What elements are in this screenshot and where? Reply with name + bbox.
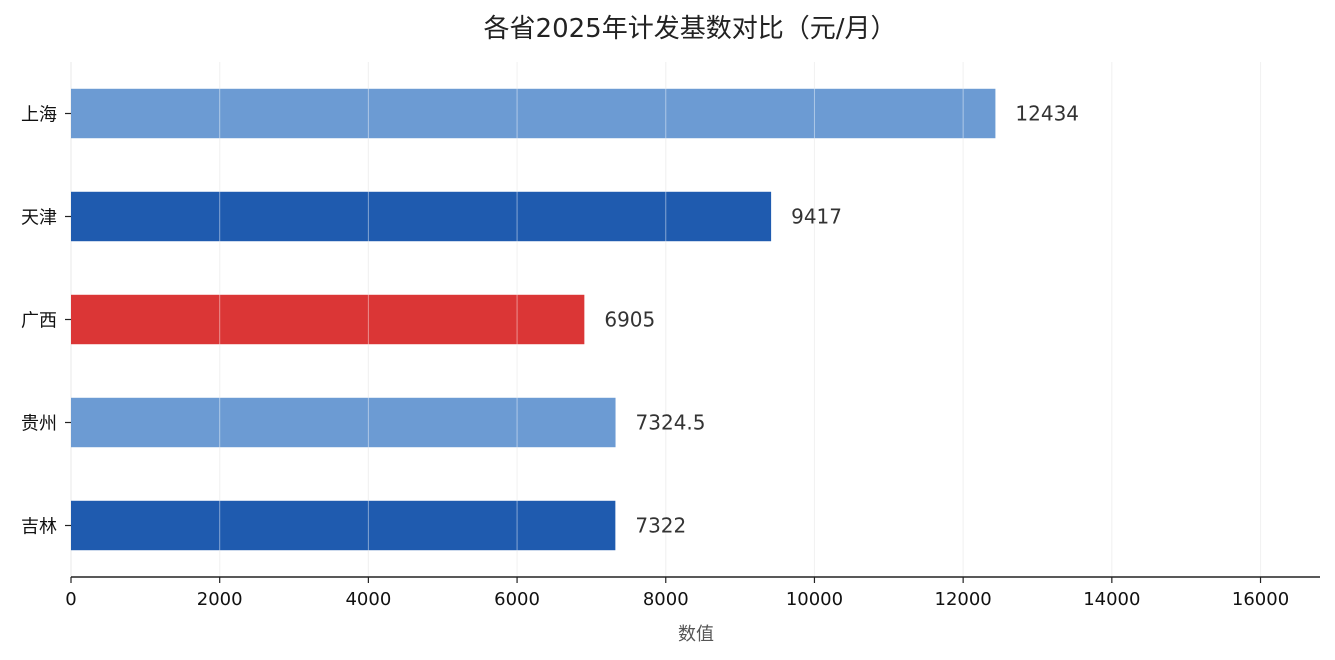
bars bbox=[71, 88, 996, 551]
grid-overlay bbox=[219, 62, 1262, 577]
x-tick-label: 4000 bbox=[345, 589, 391, 610]
x-tick-label: 16000 bbox=[1232, 589, 1289, 610]
bar-3 bbox=[71, 397, 616, 448]
bar-4 bbox=[71, 500, 616, 551]
category-label: 上海 bbox=[21, 105, 57, 126]
bar-2 bbox=[71, 294, 585, 345]
value-label: 6905 bbox=[604, 308, 655, 332]
x-tick-label: 12000 bbox=[935, 589, 992, 610]
x-tick-label: 6000 bbox=[494, 589, 540, 610]
value-label: 7322 bbox=[635, 514, 686, 538]
value-label: 12434 bbox=[1015, 102, 1079, 126]
chart-title: 各省2025年计发基数对比（元/月） bbox=[484, 14, 897, 44]
labels: 12434 上海 9417 天津 6905 广西 7324.5 贵州 7322 吉林 0 2000 40… bbox=[21, 102, 1289, 611]
x-axis-title: 数值 bbox=[678, 624, 714, 645]
grid-lines bbox=[70, 62, 1262, 577]
category-label: 广西 bbox=[21, 311, 57, 332]
x-tick-label: 8000 bbox=[643, 589, 689, 610]
x-tick-label: 14000 bbox=[1083, 589, 1140, 610]
axes bbox=[65, 112, 1320, 583]
bar-0 bbox=[71, 88, 996, 139]
value-label: 7324.5 bbox=[636, 411, 706, 435]
category-label: 吉林 bbox=[21, 517, 57, 538]
x-tick-label: 0 bbox=[65, 589, 76, 610]
bar-1 bbox=[71, 191, 772, 242]
category-label: 贵州 bbox=[21, 414, 57, 435]
x-tick-label: 2000 bbox=[197, 589, 243, 610]
category-label: 天津 bbox=[21, 208, 57, 229]
x-tick-label: 10000 bbox=[786, 589, 843, 610]
value-label: 9417 bbox=[791, 205, 842, 229]
